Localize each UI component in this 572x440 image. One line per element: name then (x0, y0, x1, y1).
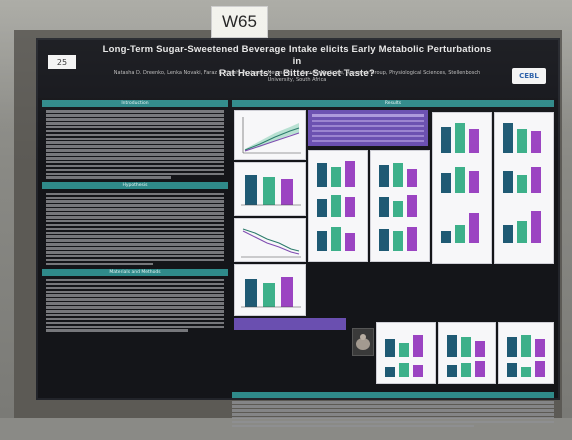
section-methods: Materials and Methods (42, 268, 228, 276)
conclusions-text (232, 400, 554, 440)
poster-header: 25 Long-Term Sugar-Sweetened Beverage In… (38, 40, 558, 98)
data-table-panel (308, 110, 428, 146)
results-area: Results (232, 100, 554, 428)
introduction-text (42, 107, 228, 182)
section-conclusions (232, 392, 554, 398)
university-logo: CEBL (512, 68, 546, 84)
board-number-tag: W65 (211, 6, 268, 38)
bar-chart-figure-5 (432, 112, 492, 264)
bar-chart-figure-8 (438, 322, 496, 384)
bar-chart-figure-4 (370, 150, 430, 262)
bar-chart-figure-6 (494, 112, 554, 264)
bar-chart-figure-3 (308, 150, 368, 262)
hypothesis-text (42, 189, 228, 268)
line-chart-figure-2 (234, 218, 306, 262)
poster-title-line1: Long-Term Sugar-Sweetened Beverage Intak… (102, 44, 492, 67)
poster-title: Long-Term Sugar-Sweetened Beverage Intak… (102, 44, 492, 80)
bar-chart-figure-7 (376, 322, 436, 384)
rat-photo (352, 328, 374, 356)
section-results: Results (232, 100, 554, 107)
bar-chart-figure-2 (234, 264, 306, 316)
left-column: Introduction Hypothesis Materials and Me… (42, 100, 228, 394)
poster-authors: Natasha D. Dreenko, Lenka Novaki, Faraz … (113, 70, 481, 83)
line-chart-figure (234, 110, 306, 160)
methods-text (42, 276, 228, 336)
bar-chart-figure-9 (498, 322, 554, 384)
poster-id: 25 (48, 55, 76, 69)
results-caption-panel (234, 318, 346, 330)
section-hypothesis: Hypothesis (42, 182, 228, 190)
scientific-poster: 25 Long-Term Sugar-Sweetened Beverage In… (36, 38, 560, 428)
bar-chart-figure-1 (234, 162, 306, 216)
section-introduction: Introduction (42, 100, 228, 107)
poster-title-line2: Rat Hearts: a Bitter-Sweet Taste? (219, 68, 375, 79)
